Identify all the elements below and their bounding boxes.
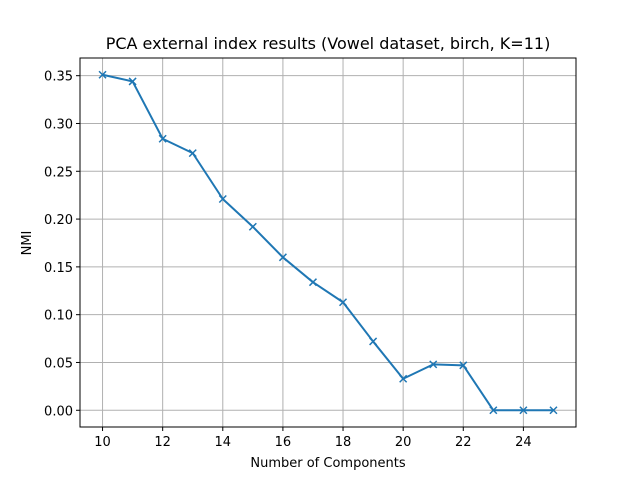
data-point [459,361,468,370]
chart-title: PCA external index results (Vowel datase… [106,34,551,53]
y-tick-label: 0.20 [44,213,73,228]
data-point [489,406,498,415]
data-point [429,360,438,369]
x-tick-label: 10 [94,435,111,450]
data-point [549,406,558,415]
y-tick-label: 0.05 [44,356,73,371]
x-tick-label: 12 [154,435,171,450]
series-line [102,73,554,412]
grid [80,58,576,427]
data-point [128,77,137,86]
x-tick-label: 24 [515,435,532,450]
data-point [519,406,528,415]
plot-frame [79,57,577,428]
y-tick-label: 0.00 [44,404,73,419]
data-point [98,70,107,79]
data-point [399,374,408,383]
data-point [369,337,378,346]
data-point [338,298,348,307]
data-point [248,222,257,231]
x-axis-label: Number of Components [250,456,405,471]
data-point [188,149,197,158]
y-tick-label: 0.15 [44,261,73,276]
y-axis-label: NMI [20,231,35,256]
y-tick-label: 0.30 [44,117,73,132]
x-tick-label: 18 [335,435,352,450]
y-tick-label: 0.10 [44,309,73,324]
data-point [158,134,167,143]
data-point [308,278,318,287]
x-tick-label: 20 [395,435,412,450]
data-point [218,194,227,204]
data-point [278,253,287,262]
ticks: 10 12 14 16 18 20 22 24 0.00 0.05 0.10 0.15 0.20 0.25… [44,70,532,450]
x-tick-label: 22 [455,435,472,450]
x-tick-label: 14 [215,435,232,450]
y-tick-label: 0.35 [44,70,73,85]
y-tick-label: 0.25 [44,165,73,180]
series-layer [98,70,558,415]
x-tick-label: 16 [275,435,292,450]
